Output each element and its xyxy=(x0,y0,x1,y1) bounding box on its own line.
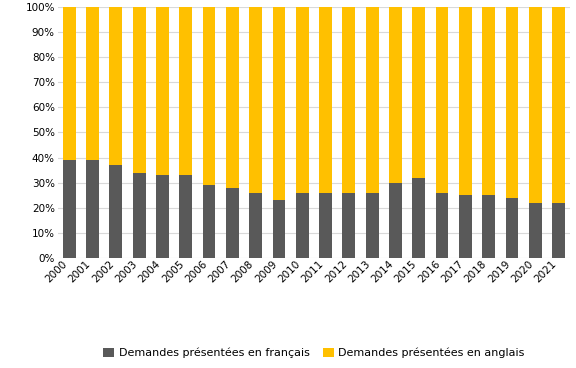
Legend: Demandes présentées en français, Demandes présentées en anglais: Demandes présentées en français, Demande… xyxy=(98,343,529,362)
Bar xyxy=(459,195,472,258)
Bar xyxy=(412,177,425,258)
Bar xyxy=(319,192,332,258)
Bar xyxy=(203,7,215,185)
Bar xyxy=(343,7,355,192)
Bar xyxy=(435,7,449,192)
Bar xyxy=(459,7,472,195)
Bar xyxy=(366,7,378,192)
Bar xyxy=(552,202,565,258)
Bar xyxy=(343,192,355,258)
Bar xyxy=(389,7,402,183)
Bar xyxy=(226,188,239,258)
Bar xyxy=(506,7,518,198)
Bar xyxy=(482,195,495,258)
Bar xyxy=(86,7,99,160)
Bar xyxy=(249,7,262,192)
Bar xyxy=(249,192,262,258)
Bar xyxy=(132,173,146,258)
Bar xyxy=(529,7,541,202)
Bar xyxy=(412,7,425,177)
Bar xyxy=(179,7,192,175)
Bar xyxy=(435,192,449,258)
Bar xyxy=(63,7,75,160)
Bar xyxy=(319,7,332,192)
Bar xyxy=(226,7,239,188)
Bar xyxy=(203,185,215,258)
Bar xyxy=(63,160,75,258)
Bar xyxy=(296,192,309,258)
Bar xyxy=(132,7,146,173)
Bar xyxy=(529,202,541,258)
Bar xyxy=(506,198,518,258)
Bar xyxy=(482,7,495,195)
Bar xyxy=(552,7,565,202)
Bar xyxy=(156,7,169,175)
Bar xyxy=(109,7,122,165)
Bar xyxy=(366,192,378,258)
Bar xyxy=(156,175,169,258)
Bar xyxy=(86,160,99,258)
Bar xyxy=(179,175,192,258)
Bar xyxy=(296,7,309,192)
Bar xyxy=(109,165,122,258)
Bar xyxy=(272,7,285,200)
Bar xyxy=(272,200,285,258)
Bar xyxy=(389,183,402,258)
